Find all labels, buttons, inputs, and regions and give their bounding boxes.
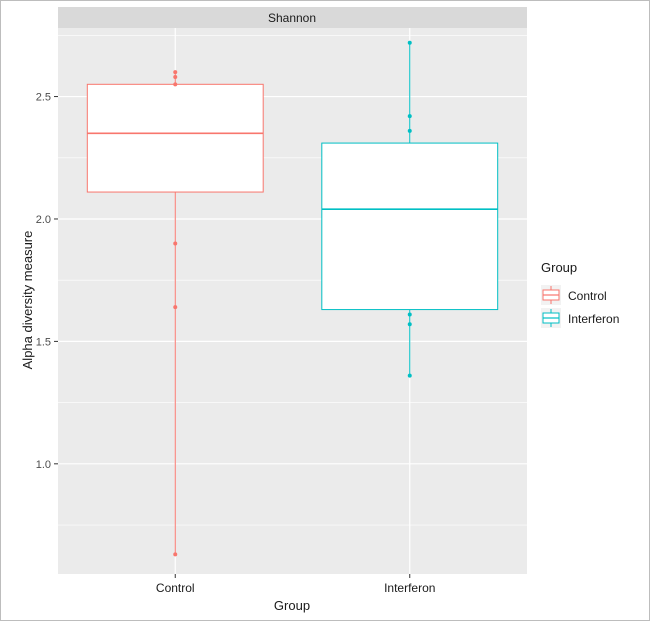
data-point: [173, 552, 178, 557]
data-point: [407, 114, 412, 119]
data-point: [407, 322, 412, 327]
y-axis-title: Alpha diversity measure: [20, 231, 35, 370]
box: [86, 83, 264, 193]
data-point: [173, 241, 178, 246]
data-point: [407, 312, 412, 317]
data-point: [407, 128, 412, 133]
legend-label: Control: [568, 289, 607, 303]
y-tick-label: 1.0: [36, 459, 51, 471]
legend: Group Control Interferon: [541, 260, 619, 328]
data-point: [407, 373, 412, 378]
y-tick-label: 2.5: [36, 92, 51, 104]
x-axis-title: Group: [274, 598, 310, 613]
data-point: [407, 40, 412, 45]
x-tick-label: Control: [156, 581, 195, 595]
data-point: [173, 82, 178, 87]
data-point: [173, 74, 178, 79]
legend-title: Group: [541, 260, 577, 275]
y-tick-label: 2.0: [36, 214, 51, 226]
box: [321, 142, 499, 311]
facet-strip: [58, 7, 527, 28]
data-point: [173, 70, 178, 75]
x-tick-label: Interferon: [384, 581, 435, 595]
data-point: [173, 305, 178, 310]
boxes: [86, 40, 499, 557]
y-tick-label: 1.5: [36, 336, 51, 348]
facet-title: Shannon: [268, 11, 316, 25]
legend-label: Interferon: [568, 312, 619, 326]
axes: 1.0 1.5 2.0 2.5 Control Interferon: [36, 92, 436, 595]
